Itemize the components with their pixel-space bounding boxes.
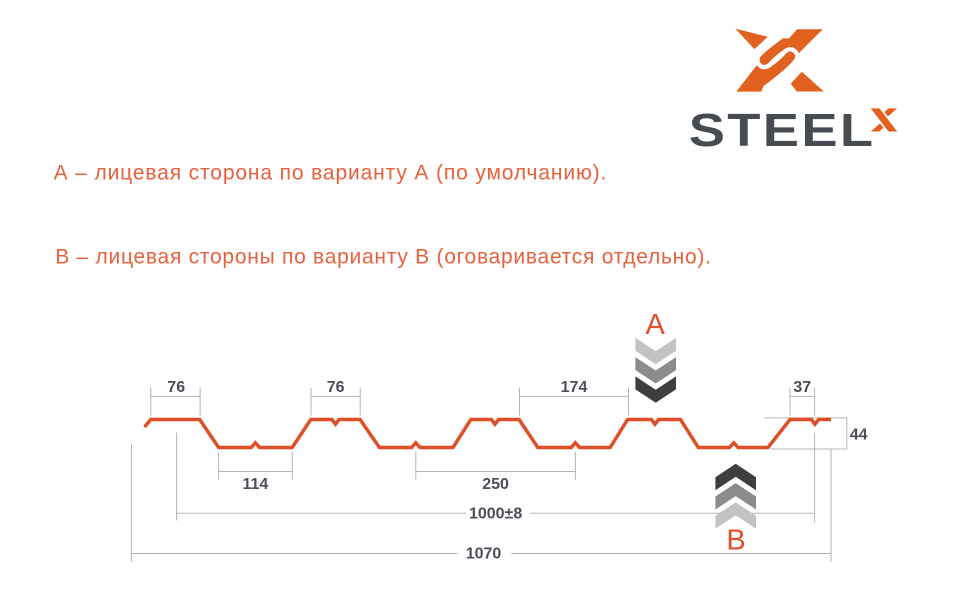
svg-text:114: 114 xyxy=(242,476,268,493)
svg-text:А: А xyxy=(646,309,666,341)
svg-text:250: 250 xyxy=(482,476,509,493)
svg-text:В – лицевая стороны по вариант: В – лицевая стороны по варианту В (огова… xyxy=(55,246,711,269)
svg-text:44: 44 xyxy=(850,426,868,443)
svg-text:76: 76 xyxy=(327,379,345,396)
svg-text:174: 174 xyxy=(561,379,588,396)
svg-text:1000±8: 1000±8 xyxy=(469,506,522,523)
svg-text:37: 37 xyxy=(793,379,811,396)
svg-text:STEEL: STEEL xyxy=(689,104,876,156)
svg-text:1070: 1070 xyxy=(466,546,502,563)
svg-text:А – лицевая сторона по вариант: А – лицевая сторона по варианту А (по ум… xyxy=(54,162,607,185)
svg-text:В: В xyxy=(726,525,745,557)
svg-text:76: 76 xyxy=(167,379,185,396)
